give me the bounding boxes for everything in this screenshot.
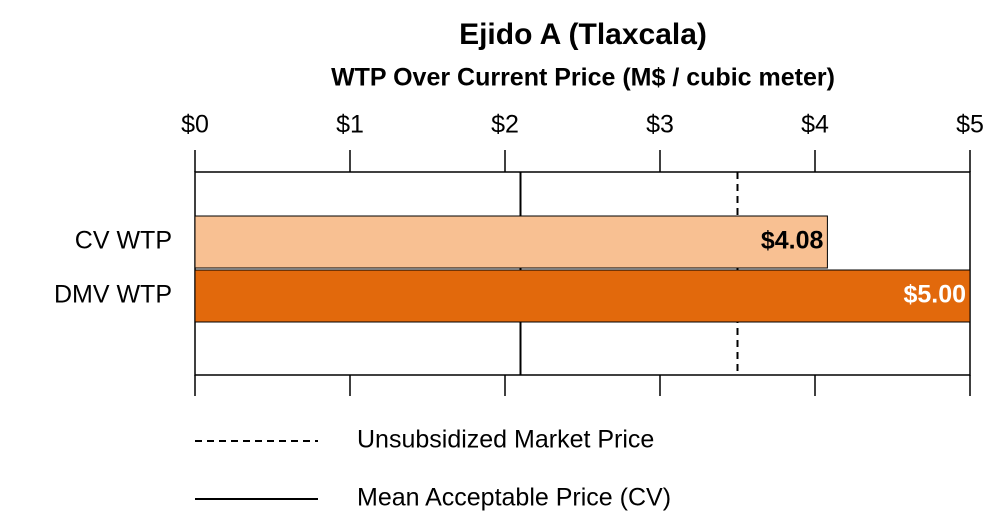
x-tick-label: $4 [801, 111, 829, 139]
x-tick-label: $0 [181, 111, 209, 139]
x-tick-label: $5 [956, 111, 984, 139]
legend-label: Mean Acceptable Price (CV) [357, 484, 671, 512]
category-label: DMV WTP [54, 281, 172, 309]
bar [194, 215, 828, 269]
bar [194, 269, 971, 323]
chart-title: Ejido A (Tlaxcala) [459, 18, 707, 51]
x-tick-label: $2 [491, 111, 519, 139]
chart-subtitle: WTP Over Current Price (M$ / cubic meter… [331, 64, 835, 92]
legend-label: Unsubsidized Market Price [357, 426, 654, 454]
x-tick-label: $3 [646, 111, 674, 139]
value-label: $5.00 [903, 281, 966, 309]
category-label: CV WTP [75, 227, 172, 255]
x-tick-label: $1 [336, 111, 364, 139]
value-label: $4.08 [761, 227, 824, 255]
